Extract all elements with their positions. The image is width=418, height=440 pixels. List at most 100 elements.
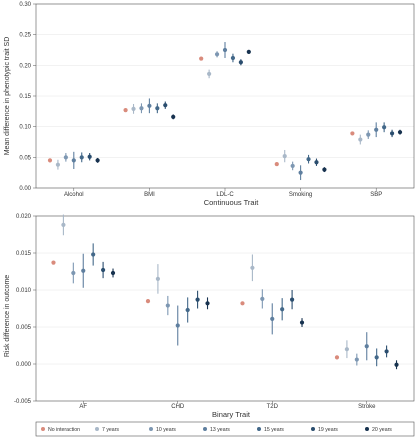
legend-label: 19 years	[318, 427, 338, 433]
y-tick-label: 0.15	[19, 94, 31, 100]
data-point	[55, 162, 61, 167]
data-point	[230, 55, 236, 61]
data-point	[171, 114, 176, 119]
data-point	[139, 106, 144, 111]
data-point	[145, 299, 151, 304]
y-tick-label: 0.005	[16, 325, 32, 331]
y-axis-title-binary: Risk difference in outcome	[4, 275, 11, 357]
data-point	[195, 297, 200, 302]
binary-trait-panel: Risk difference in outcome Binary Trait …	[4, 214, 415, 419]
data-point	[147, 103, 152, 108]
y-tick-label: 0.10	[19, 125, 31, 131]
y-tick-label: 0.30	[19, 2, 31, 8]
data-point	[163, 103, 168, 108]
data-point	[306, 157, 311, 162]
legend-marker	[365, 427, 369, 431]
data-point	[350, 131, 355, 136]
data-point	[334, 355, 340, 360]
data-point	[364, 344, 369, 349]
data-point	[47, 158, 53, 163]
data-point	[87, 154, 92, 159]
legend-marker	[41, 427, 45, 431]
legend-label: No interaction	[48, 427, 80, 433]
data-point	[165, 303, 170, 308]
data-point	[260, 296, 265, 301]
data-point	[240, 301, 245, 306]
data-point	[51, 260, 56, 265]
data-point	[246, 49, 251, 54]
y-tick-label: 0.20	[19, 63, 31, 69]
legend-label: 15 years	[264, 427, 284, 433]
data-point	[207, 71, 212, 77]
data-point	[394, 362, 399, 367]
data-point	[100, 267, 106, 273]
data-point	[71, 270, 76, 276]
data-point	[322, 167, 327, 172]
data-point	[214, 52, 220, 57]
data-point	[282, 154, 287, 159]
y-axis-title-continuous: Mean difference in phenotypic trait SD	[4, 37, 11, 156]
category-label: Alcohol	[64, 192, 84, 198]
y-tick-label: -0.005	[14, 399, 32, 405]
data-point	[71, 158, 76, 163]
category-label: LDL-C	[216, 192, 234, 198]
category-label: AF	[79, 404, 87, 410]
data-point	[374, 127, 379, 132]
data-point	[238, 60, 243, 65]
category-label: T2D	[267, 404, 279, 410]
y-tick-label: 0.05	[19, 155, 31, 161]
data-point	[290, 163, 295, 169]
data-point	[289, 297, 295, 302]
y-tick-label: 0.010	[16, 288, 32, 294]
data-point	[110, 270, 116, 276]
y-tick-label: 0.015	[16, 251, 32, 257]
data-point	[61, 222, 66, 227]
data-point	[155, 106, 160, 111]
data-point	[314, 160, 319, 165]
data-point	[95, 158, 100, 163]
legend-marker	[203, 427, 207, 431]
data-point	[374, 355, 379, 360]
data-point	[185, 307, 190, 313]
x-axis-title-continuous: Continuous Trait	[204, 198, 260, 207]
data-point	[299, 320, 305, 325]
data-point	[63, 155, 68, 160]
category-label: SBP	[370, 192, 382, 198]
data-point	[131, 106, 136, 111]
data-point	[79, 155, 84, 160]
y-tick-label: 0.00	[19, 186, 31, 192]
data-point	[358, 137, 363, 142]
legend-label: 7 years	[102, 427, 119, 433]
data-point	[222, 47, 228, 53]
legend-box	[35, 421, 415, 437]
x-axis-title-binary: Binary Trait	[212, 410, 251, 419]
data-point	[250, 265, 255, 270]
legend-marker	[95, 427, 99, 431]
legend-marker	[311, 427, 315, 431]
data-point	[274, 161, 279, 167]
data-point	[354, 357, 359, 362]
data-point	[389, 131, 395, 136]
data-point	[270, 316, 275, 321]
legend-marker	[149, 427, 153, 431]
legend-label: 13 years	[210, 427, 230, 433]
category-label: Stroke	[358, 404, 376, 410]
legend-marker	[257, 427, 261, 431]
data-point	[344, 347, 350, 352]
data-point	[81, 268, 86, 273]
continuous-trait-panel: Mean difference in phenotypic trait SD C…	[4, 2, 415, 207]
data-point	[280, 307, 285, 312]
category-label: CHD	[171, 404, 185, 410]
data-point	[205, 301, 210, 306]
data-point	[382, 125, 387, 130]
category-label: BMI	[144, 192, 155, 198]
y-tick-label: 0.25	[19, 33, 31, 39]
data-point	[91, 252, 96, 257]
data-point	[175, 323, 180, 328]
data-point	[366, 132, 371, 137]
y-tick-label: 0.020	[16, 214, 32, 220]
data-point	[123, 108, 128, 113]
y-tick-label: 0.000	[16, 362, 32, 368]
category-label: Smoking	[289, 192, 312, 198]
data-point	[384, 349, 389, 354]
